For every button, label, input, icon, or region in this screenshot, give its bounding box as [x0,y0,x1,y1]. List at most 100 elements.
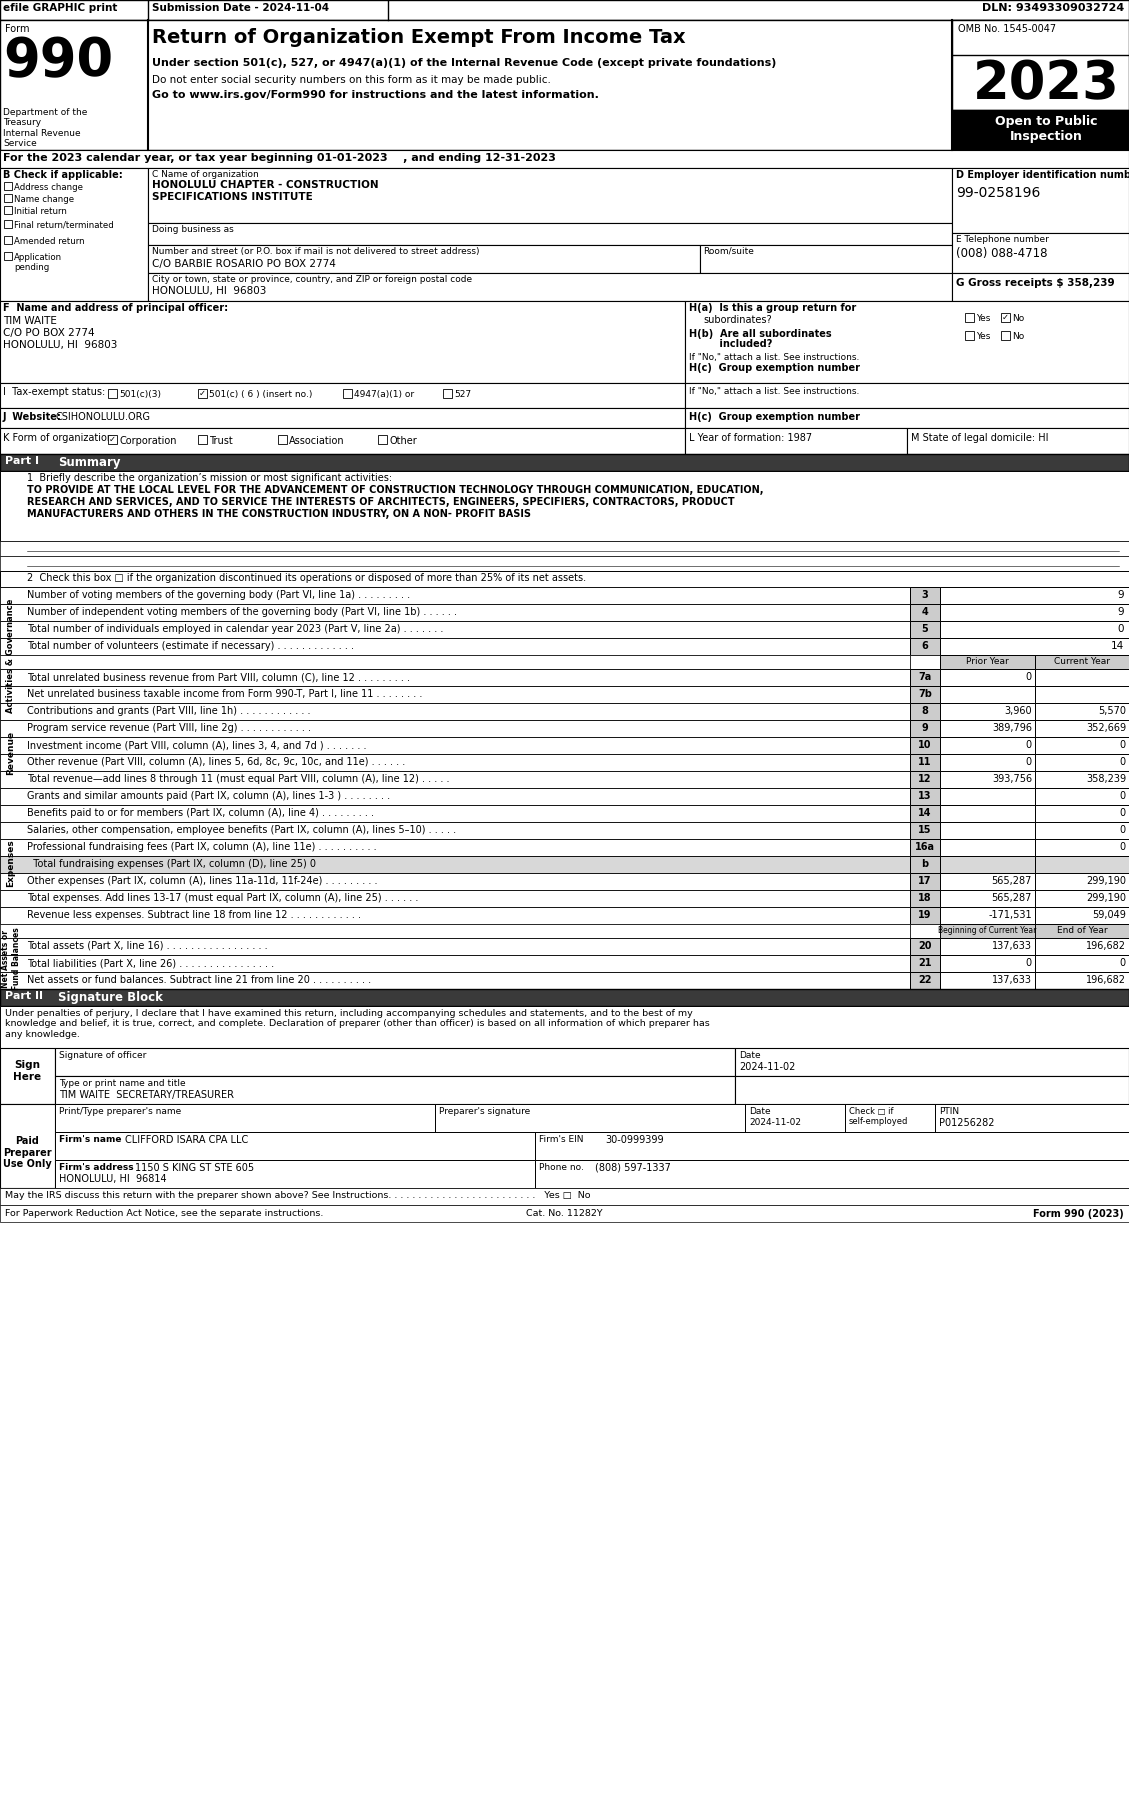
Text: 59,049: 59,049 [1092,910,1126,921]
Text: Initial return: Initial return [14,207,67,216]
Text: 21: 21 [918,959,931,968]
Text: Total number of individuals employed in calendar year 2023 (Part V, line 2a) . .: Total number of individuals employed in … [27,623,444,634]
Text: L Year of formation: 1987: L Year of formation: 1987 [689,432,812,443]
Text: Net unrelated business taxable income from Form 990-T, Part I, line 11 . . . . .: Net unrelated business taxable income fr… [27,688,422,699]
Bar [1035,654,1129,669]
Text: Name change: Name change [14,195,75,204]
Text: 0: 0 [1120,825,1126,834]
Bar [0,906,910,924]
Text: TO PROVIDE AT THE LOCAL LEVEL FOR THE ADVANCEMENT OF CONSTRUCTION TECHNOLOGY THR: TO PROVIDE AT THE LOCAL LEVEL FOR THE AD… [27,485,763,496]
Bar [1035,737,1129,753]
Bar [940,669,1035,687]
Text: Association: Association [289,436,344,447]
Text: 0: 0 [1026,741,1032,750]
Text: Beginning of Current Year: Beginning of Current Year [938,926,1036,935]
Bar [910,604,940,622]
Bar [0,407,685,429]
Bar [910,955,940,971]
Bar [910,856,940,872]
Text: 2023: 2023 [972,58,1120,110]
Bar [700,245,952,272]
Text: DLN: 93493309032724: DLN: 93493309032724 [982,4,1124,13]
Bar [1035,872,1129,890]
Bar [1035,971,1129,989]
Text: Corporation: Corporation [119,436,176,447]
Text: 0: 0 [1120,842,1126,852]
Text: 2  Check this box □ if the organization discontinued its operations or disposed : 2 Check this box □ if the organization d… [27,573,586,584]
Text: Submission Date - 2024-11-04: Submission Date - 2024-11-04 [152,4,330,13]
Text: Contributions and grants (Part VIII, line 1h) . . . . . . . . . . . .: Contributions and grants (Part VIII, lin… [27,706,310,715]
Text: 9: 9 [921,723,928,733]
Bar [1035,822,1129,840]
Bar [910,753,940,771]
Text: Other expenses (Part IX, column (A), lines 11a-11d, 11f-24e) . . . . . . . . .: Other expenses (Part IX, column (A), lin… [27,876,377,887]
Text: 393,756: 393,756 [992,775,1032,784]
Text: 0: 0 [1120,757,1126,768]
Bar [0,753,910,771]
Text: C/O PO BOX 2774: C/O PO BOX 2774 [3,328,95,339]
Bar [685,407,1129,429]
Bar [940,737,1035,753]
Text: 389,796: 389,796 [992,723,1032,733]
Bar [940,638,1129,654]
Text: C Name of organization: C Name of organization [152,169,259,178]
Bar [5,182,12,189]
Bar [910,840,940,856]
Text: I  Tax-exempt status:: I Tax-exempt status: [3,387,105,396]
Text: ✓: ✓ [199,389,205,398]
Bar [910,971,940,989]
Text: Number of independent voting members of the governing body (Part VI, line 1b) . : Number of independent voting members of … [27,607,457,616]
Bar [55,1076,735,1105]
Text: Number and street (or P.O. box if mail is not delivered to street address): Number and street (or P.O. box if mail i… [152,247,480,256]
Bar [910,771,940,787]
Bar [940,872,1035,890]
Text: Investment income (Part VIII, column (A), lines 3, 4, and 7d ) . . . . . . .: Investment income (Part VIII, column (A)… [27,741,367,750]
Bar [910,805,940,822]
Bar [55,1049,735,1076]
Bar [55,1132,535,1160]
Bar [1035,771,1129,787]
Bar [108,434,117,443]
Text: No: No [1012,332,1024,341]
Bar [910,924,940,939]
Bar [940,856,1035,872]
Bar [952,232,1129,272]
Bar [940,687,1035,703]
Bar [952,272,1129,301]
Text: Phone no.: Phone no. [539,1162,584,1171]
Text: Do not enter social security numbers on this form as it may be made public.: Do not enter social security numbers on … [152,76,551,85]
Bar [148,223,952,245]
Text: 16a: 16a [914,842,935,852]
Text: Salaries, other compensation, employee benefits (Part IX, column (A), lines 5–10: Salaries, other compensation, employee b… [27,825,456,834]
Bar [940,924,1035,939]
Text: Number of voting members of the governing body (Part VI, line 1a) . . . . . . . : Number of voting members of the governin… [27,589,410,600]
Bar [910,587,940,604]
Bar [745,1105,844,1132]
Bar [0,429,685,454]
Text: (008) 088-4718: (008) 088-4718 [956,247,1048,259]
Bar [0,301,685,384]
Text: Program service revenue (Part VIII, line 2g) . . . . . . . . . . . .: Program service revenue (Part VIII, line… [27,723,310,733]
Text: K Form of organization:: K Form of organization: [3,432,116,443]
Bar [0,924,910,939]
Text: CSIHONOLULU.ORG: CSIHONOLULU.ORG [55,413,150,422]
Text: H(c)  Group exemption number: H(c) Group exemption number [689,362,860,373]
Text: H(a)  Is this a group return for: H(a) Is this a group return for [689,303,856,314]
Text: D Employer identification number: D Employer identification number [956,169,1129,180]
Bar [0,805,910,822]
Text: Under penalties of perjury, I declare that I have examined this return, includin: Under penalties of perjury, I declare th… [5,1009,710,1038]
Text: 0: 0 [1120,741,1126,750]
Text: Type or print name and title: Type or print name and title [59,1079,185,1088]
Text: RESEARCH AND SERVICES, AND TO SERVICE THE INTERESTS OF ARCHITECTS, ENGINEERS, SP: RESEARCH AND SERVICES, AND TO SERVICE TH… [27,497,735,506]
Bar [952,110,1129,150]
Text: 1  Briefly describe the organization’s mission or most significant activities:: 1 Briefly describe the organization’s mi… [27,472,392,483]
Text: 14: 14 [918,807,931,818]
Bar [198,389,207,398]
Bar [0,571,1129,587]
Text: 17: 17 [918,876,931,887]
Text: Room/suite: Room/suite [703,247,754,256]
Text: 13: 13 [918,791,931,802]
Bar [0,669,910,687]
Bar [5,205,12,214]
Bar [952,20,1129,150]
